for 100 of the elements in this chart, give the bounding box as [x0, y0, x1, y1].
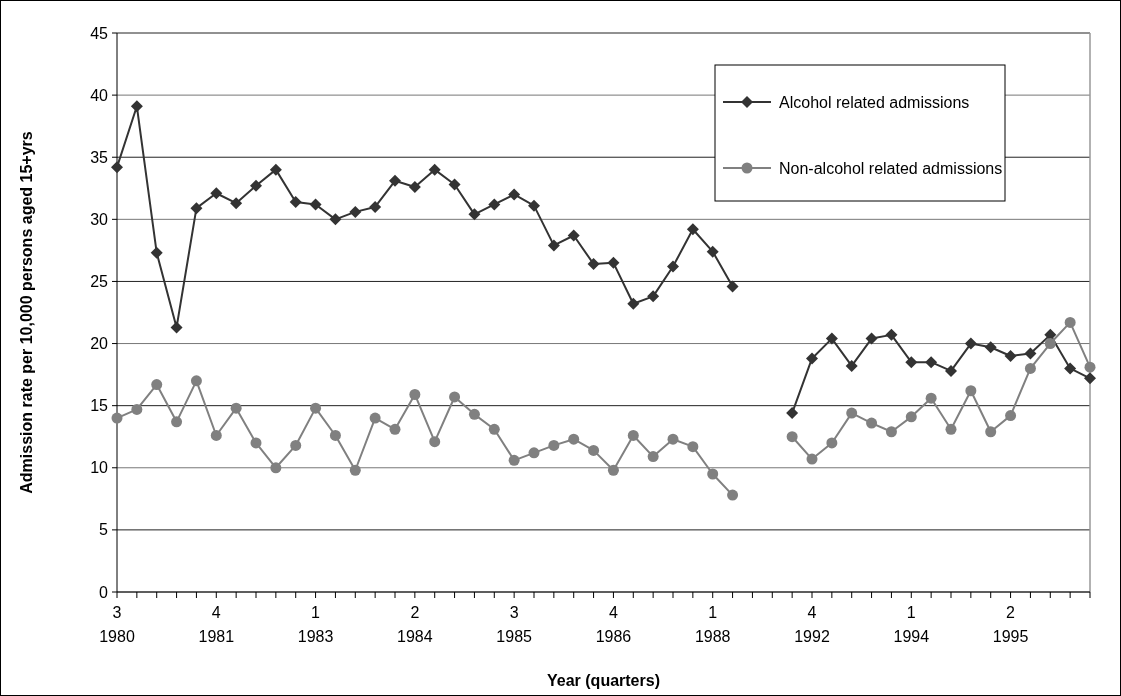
point [885, 328, 898, 341]
point [389, 174, 401, 187]
point [448, 178, 461, 191]
y-axis-title: Admission rate per 10,000 persons aged 15+yrs [18, 131, 35, 494]
point [130, 100, 143, 113]
point [925, 356, 938, 369]
point [369, 200, 382, 213]
y-tick-label: 0 [99, 583, 109, 601]
point [230, 402, 242, 414]
point [369, 412, 381, 424]
x-tick-label: 3 1985 [496, 604, 533, 645]
point [806, 453, 818, 465]
point [985, 426, 997, 438]
point [866, 417, 878, 429]
point [925, 392, 937, 404]
point [1064, 362, 1077, 375]
point [171, 416, 183, 428]
point [389, 423, 401, 435]
point [687, 441, 699, 453]
x-tick-label: 2 1984 [397, 604, 433, 645]
point [210, 187, 223, 200]
point [845, 359, 858, 372]
point [588, 444, 600, 456]
y-tick-label: 20 [90, 335, 109, 353]
point [846, 407, 858, 419]
x-tick-label: 1 1994 [893, 604, 930, 645]
y-tick-label: 35 [90, 148, 109, 166]
point [865, 332, 878, 345]
point [250, 179, 262, 192]
point [964, 337, 977, 350]
x-tick-label: 4 1981 [198, 604, 235, 645]
point [905, 411, 917, 423]
point [667, 260, 679, 273]
point [1024, 362, 1036, 374]
point [508, 454, 520, 466]
point [289, 195, 302, 208]
point [508, 188, 521, 201]
point [726, 280, 739, 293]
point [706, 245, 719, 258]
point [1064, 316, 1076, 328]
point [528, 199, 540, 212]
point [984, 341, 997, 354]
point [210, 429, 222, 441]
point [329, 213, 342, 226]
point [468, 408, 480, 420]
point [905, 356, 918, 369]
y-tick-label: 25 [90, 273, 109, 291]
point [528, 447, 540, 459]
point [965, 385, 977, 397]
point [945, 364, 957, 377]
y-tick-label: 40 [90, 86, 109, 104]
point [945, 423, 957, 435]
x-tick-label: 1 1983 [297, 604, 334, 645]
point [329, 429, 341, 441]
y-tick-label: 15 [90, 397, 109, 415]
point [627, 297, 640, 310]
point [647, 451, 659, 463]
point [1024, 347, 1037, 360]
point [1005, 410, 1017, 422]
point [111, 412, 123, 424]
y-tick-label: 5 [99, 521, 109, 539]
point [607, 464, 619, 476]
point [111, 161, 123, 174]
point [429, 436, 441, 448]
point [250, 437, 262, 449]
point [408, 181, 421, 194]
point [449, 391, 461, 403]
point [151, 379, 163, 391]
point [587, 258, 600, 271]
point [826, 437, 838, 449]
point [468, 208, 481, 221]
point [488, 423, 500, 435]
point [190, 375, 202, 387]
y-tick-label: 45 [90, 24, 109, 42]
point [686, 223, 699, 236]
point [488, 198, 501, 211]
point [548, 439, 560, 451]
y-tick-label: 10 [90, 459, 109, 477]
point [885, 426, 897, 438]
point [806, 352, 818, 365]
point [269, 163, 282, 176]
point [230, 197, 243, 210]
point [270, 462, 282, 474]
point [786, 431, 798, 443]
x-axis-title: Year (quarters) [547, 672, 660, 689]
point [568, 433, 580, 445]
point [825, 332, 838, 345]
point [409, 388, 421, 400]
point [1004, 349, 1017, 362]
legend-label: Non-alcohol related admissions [779, 159, 1003, 177]
point [309, 198, 322, 211]
y-tick-label: 30 [90, 210, 109, 228]
point [607, 256, 620, 269]
point [567, 229, 580, 242]
point [1044, 338, 1056, 350]
point [349, 464, 361, 476]
point [131, 403, 143, 415]
point [786, 407, 799, 420]
x-tick-label: 4 1986 [595, 604, 632, 645]
point [349, 205, 362, 218]
